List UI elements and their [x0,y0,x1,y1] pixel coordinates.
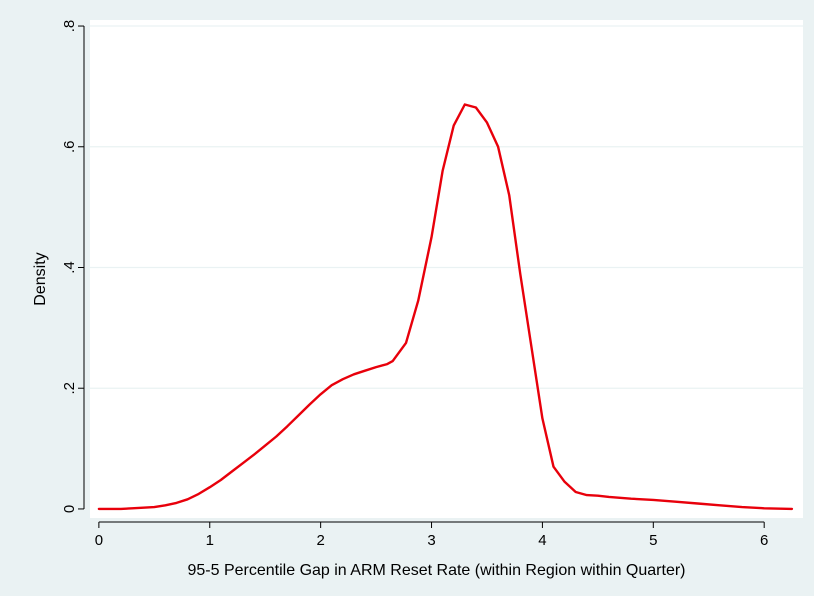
axes: 0 .2 .4 .6 .8 0 1 2 3 4 5 6 [61,20,768,549]
x-tick-label-2: 2 [316,532,324,549]
plot-area [90,20,803,518]
x-tick-label-0: 0 [95,532,103,549]
y-tick-label-1: .2 [61,382,78,395]
y-tick-label-4: .8 [61,20,78,33]
series-layer [97,103,794,511]
x-tick-label-6: 6 [760,532,768,549]
y-tick-label-3: .6 [61,141,78,154]
x-tick-label-4: 4 [538,532,546,549]
x-tick-label-5: 5 [649,532,657,549]
x-tick-label-3: 3 [427,532,435,549]
x-axis-title: 95-5 Percentile Gap in ARM Reset Rate (w… [188,562,686,579]
y-tick-label-2: .4 [61,261,78,274]
grid-lines [90,25,803,389]
density-line-0 [97,103,794,511]
y-axis-title: Density [32,252,49,305]
x-tick-label-1: 1 [206,532,214,549]
y-tick-label-0: 0 [61,505,78,513]
